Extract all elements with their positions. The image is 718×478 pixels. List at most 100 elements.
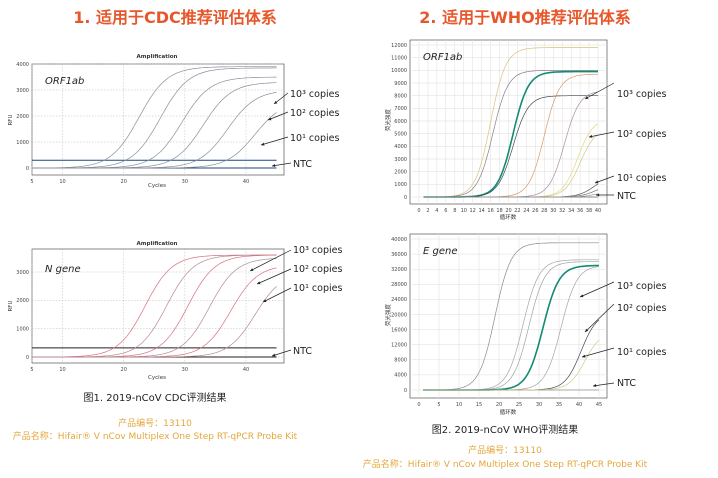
y-tick-label: 2000: [16, 114, 29, 120]
x-tick-label: 32: [559, 208, 565, 214]
x-tick-label: 10: [59, 179, 65, 185]
arrowhead-icon: [585, 96, 589, 99]
x-axis-label: Cycles: [148, 375, 166, 381]
amplification-curve: [32, 254, 277, 358]
x-tick-label: 24: [523, 208, 529, 214]
copies-annotation: NTC: [617, 378, 636, 389]
arrowhead-icon: [595, 180, 599, 184]
arrowhead-icon: [263, 299, 267, 302]
annotation-arrow: [592, 382, 615, 387]
plot-frame: [409, 233, 608, 399]
copies-annotation: 10¹ copies: [617, 173, 666, 184]
x-tick-label: 20: [121, 367, 127, 373]
gene-label: ORF1ab: [423, 52, 462, 63]
x-tick-label: 45: [596, 402, 602, 408]
gene-label: N gene: [45, 264, 81, 275]
copies-annotation: 10³ copies: [293, 245, 342, 256]
x-tick-label: 22: [514, 208, 520, 214]
x-tick-label: 26: [532, 208, 538, 214]
x-tick-label: 8: [453, 208, 456, 214]
y-tick-label: 8000: [394, 93, 407, 99]
product-code-left: 产品编号：13110: [118, 417, 192, 429]
caption-fig1: 图1. 2019-nCoV CDC评测结果: [84, 391, 227, 404]
arrowhead-icon: [582, 354, 586, 358]
copies-annotation: NTC: [617, 191, 636, 202]
copies-annotation: NTC: [293, 159, 312, 170]
y-tick-label: 0: [404, 195, 407, 201]
x-axis-label: 循环数: [500, 408, 517, 416]
annotation-arrow: [588, 131, 615, 138]
y-axis-label: RFU: [8, 114, 14, 125]
plot-frame: [31, 248, 285, 364]
y-tick-label: 7000: [394, 106, 407, 112]
x-tick-label: 30: [536, 402, 542, 408]
annotation-arrow: [271, 349, 292, 357]
product-code-right: 产品编号：13110: [468, 444, 542, 456]
plot-frame: [31, 63, 285, 176]
x-tick-label: 40: [243, 367, 249, 373]
copies-annotation: 10² copies: [293, 264, 342, 275]
x-tick-label: 40: [243, 179, 249, 185]
x-tick-label: 30: [550, 208, 556, 214]
x-tick-label: 25: [516, 402, 522, 408]
chart-title: Amplification: [137, 54, 178, 60]
annotation-arrow: [262, 287, 292, 303]
copies-annotation: 10³ copies: [290, 89, 339, 100]
heading-who: 2. 适用于WHO推荐评估体系: [419, 8, 630, 27]
arrowhead-icon: [593, 384, 597, 388]
y-tick-label: 0: [26, 355, 29, 361]
x-tick-label: 12: [470, 208, 476, 214]
x-tick-label: 5: [30, 367, 33, 373]
heading-cdc: 1. 适用于CDC推荐评估体系: [73, 8, 277, 27]
y-tick-label: 4000: [394, 144, 407, 150]
product-name-left: 产品名称：Hifair® V nCov Multiplex One Step R…: [13, 430, 298, 442]
chart-cdc-n-gene: 5 10 20 30 40 0 1000 2000 3000 Amplification Cycle…: [8, 241, 342, 381]
x-tick-label: 4: [435, 208, 438, 214]
y-tick-label: 32000: [391, 267, 407, 273]
x-tick-label: 20: [121, 179, 127, 185]
x-tick-label: 34: [568, 208, 574, 214]
arrowhead-icon: [261, 142, 265, 146]
annotation-arrow: [271, 162, 292, 167]
x-tick-label: 20: [496, 402, 502, 408]
y-tick-label: 0: [404, 388, 407, 394]
y-tick-label: 12000: [391, 343, 407, 349]
y-tick-label: 1000: [394, 182, 407, 188]
y-tick-label: 4000: [394, 373, 407, 379]
x-tick-label: 2: [426, 208, 429, 214]
y-tick-label: 20000: [391, 312, 407, 318]
x-tick-label: 15: [476, 402, 482, 408]
annotation-arrow: [584, 303, 615, 333]
arrowhead-icon: [580, 294, 584, 298]
x-tick-label: 0: [417, 402, 420, 408]
amplification-curve: [32, 112, 277, 169]
x-tick-label: 10: [456, 402, 462, 408]
chart-who-e-gene: 0 5 10 15 20 25 30 35 40 45 0 4000 8000 12000 16000 200…: [384, 233, 666, 416]
x-tick-label: 36: [577, 208, 583, 214]
y-tick-label: 2000: [394, 169, 407, 175]
y-tick-label: 4000: [16, 62, 29, 68]
copies-annotation: 10³ copies: [617, 281, 666, 292]
annotation-arrow: [594, 175, 615, 184]
y-tick-label: 9000: [394, 81, 407, 87]
y-axis-label: 荧光强度: [384, 304, 392, 327]
y-tick-label: 3000: [16, 88, 29, 94]
annotation-arrow: [260, 136, 289, 146]
arrowhead-icon: [274, 100, 278, 104]
x-tick-label: 38: [586, 208, 592, 214]
y-tick-label: 11000: [391, 55, 407, 61]
x-tick-label: 14: [478, 208, 484, 214]
x-tick-label: 5: [30, 179, 33, 185]
x-tick-label: 40: [576, 402, 582, 408]
x-axis-label: Cycles: [148, 183, 166, 189]
x-tick-label: 40: [595, 208, 601, 214]
gene-label: ORF1ab: [45, 76, 84, 87]
x-tick-label: 5: [437, 402, 440, 408]
copies-annotation: 10¹ copies: [293, 283, 342, 294]
annotation-arrow: [584, 82, 615, 100]
arrowhead-icon: [272, 164, 276, 168]
gene-label: E gene: [423, 246, 458, 257]
y-axis-label: RFU: [8, 300, 14, 311]
x-tick-label: 30: [182, 367, 188, 373]
y-tick-label: 10000: [391, 68, 407, 74]
